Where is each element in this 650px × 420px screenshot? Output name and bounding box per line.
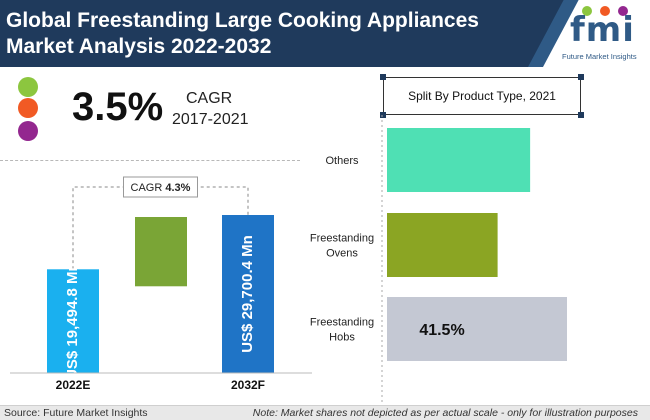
growth-bridge-block — [135, 217, 187, 287]
cagr-annotation-value: 4.3% — [165, 182, 190, 194]
bar-2032F — [222, 215, 274, 373]
corner-handle — [380, 74, 386, 80]
page-title-line1: Global Freestanding Large Cooking Applia… — [6, 9, 479, 32]
product-split-chart: Others Freestanding Ovens Freestanding Hobs 4… — [310, 115, 567, 405]
hbar-freestanding-hobs — [387, 297, 567, 361]
hbar-data-label: 41.5% — [419, 322, 464, 339]
logo-dot-orange — [600, 6, 610, 16]
hbar-others — [387, 128, 531, 192]
page-title-line2: Market Analysis 2022-2032 — [6, 35, 272, 58]
bullet-orange — [18, 98, 38, 118]
cagr-label: CAGR — [186, 90, 233, 107]
corner-handle — [380, 112, 386, 118]
logo-dot-purple — [618, 6, 628, 16]
corner-handle — [578, 112, 584, 118]
category-label: Freestanding — [310, 233, 374, 245]
split-title: Split By Product Type, 2021 — [408, 89, 556, 103]
category-label: Freestanding — [310, 317, 374, 329]
cagr-annotation-prefix: CAGR — [131, 182, 166, 194]
cagr-annotation: CAGR 4.3% — [131, 182, 191, 194]
bullet-purple — [18, 121, 38, 141]
bar-data-label: US$ 29,700.4 Mn — [239, 235, 256, 353]
category-label: Others — [325, 155, 359, 167]
hbar-freestanding-ovens — [387, 213, 498, 277]
logo-tagline: Future Market Insights — [562, 52, 637, 61]
bar-2022E — [47, 269, 99, 373]
footer-note: Note: Market shares not depicted as per … — [252, 407, 638, 419]
split-title-box: Split By Product Type, 2021 — [380, 74, 584, 118]
section-divider — [0, 160, 300, 161]
bullet-green — [18, 77, 38, 97]
cagr-value: 3.5% — [72, 85, 164, 129]
fmi-logo: fmi Future Market Insights — [560, 4, 648, 64]
bar-data-label: US$ 19,494.8 Mn — [64, 262, 81, 380]
corner-handle — [578, 74, 584, 80]
footer-source: Source: Future Market Insights — [4, 407, 148, 419]
x-tick-label: 2022E — [56, 378, 91, 392]
x-tick-label: 2032F — [231, 378, 265, 392]
cagr-annotation-box — [123, 176, 198, 198]
page-title: Global Freestanding Large Cooking Applia… — [6, 8, 479, 60]
cagr-period: 2017-2021 — [172, 111, 249, 128]
category-label: Ovens — [326, 248, 358, 260]
header-banner: Global Freestanding Large Cooking Applia… — [0, 0, 650, 67]
category-label: Hobs — [329, 332, 355, 344]
footer: Source: Future Market Insights Note: Mar… — [0, 405, 650, 420]
logo-brand: fmi — [570, 10, 635, 50]
logo-dot-green — [582, 6, 592, 16]
